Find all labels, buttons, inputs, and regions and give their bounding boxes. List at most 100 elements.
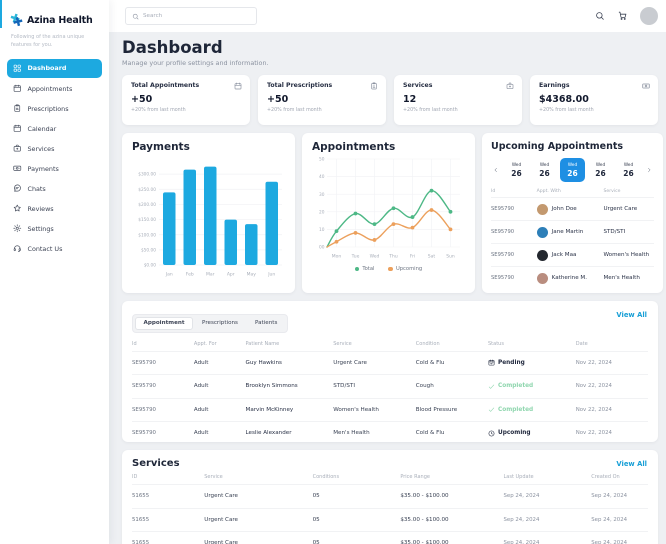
appointments-col-header: Service bbox=[333, 340, 352, 347]
search-input[interactable] bbox=[143, 13, 250, 19]
row-id: 51655 bbox=[132, 516, 150, 523]
service-row[interactable]: 51655 Urgent Care 05 $35.00 - $100.00 Sep 24… bbox=[132, 531, 648, 544]
cart-icon[interactable] bbox=[618, 11, 628, 21]
svg-text:Fri: Fri bbox=[410, 254, 415, 260]
row-appt-for: Adult bbox=[193, 430, 209, 437]
upcoming-row-name: Jack Maa bbox=[551, 252, 577, 258]
legend-dot bbox=[388, 266, 393, 272]
row-service: Women's Health bbox=[333, 406, 379, 413]
stat-card-total-prescriptions: Total Prescriptions +50 +20% from last mon… bbox=[258, 75, 386, 125]
banknote-icon bbox=[13, 164, 22, 173]
upcoming-row[interactable]: SE95790 Katherine M. Men's Health bbox=[491, 266, 654, 289]
upcoming-row-service: STD/STI bbox=[603, 229, 626, 235]
clock-icon bbox=[488, 430, 495, 437]
sidebar-item-chats[interactable]: Chats bbox=[7, 179, 102, 199]
svg-text:Sun: Sun bbox=[446, 254, 455, 260]
sidebar-item-services[interactable]: Services bbox=[7, 139, 102, 159]
appointments-col-header: Id bbox=[132, 340, 137, 347]
appointment-row[interactable]: SE95790 Adult Marvin McKinney Women's Healt… bbox=[132, 397, 648, 422]
user-avatar[interactable] bbox=[640, 7, 658, 25]
appointment-row[interactable]: SE95790 Adult Leslie Alexander Men's Health… bbox=[132, 421, 648, 445]
svg-text:$200.00: $200.00 bbox=[138, 202, 156, 208]
chevron-left-icon[interactable] bbox=[491, 161, 501, 179]
main-content: Dashboard Manage your profile settings a… bbox=[109, 32, 666, 544]
upcoming-row[interactable]: SE95790 Jane Martin STD/STI bbox=[491, 220, 654, 243]
sidebar-item-settings[interactable]: Settings bbox=[7, 219, 102, 239]
logo-text: Azina Health bbox=[27, 15, 93, 26]
status-label: Completed bbox=[498, 406, 534, 413]
check-icon bbox=[488, 383, 495, 390]
upcoming-row-id: SE95790 bbox=[491, 275, 515, 281]
stat-value: +50 bbox=[131, 94, 153, 105]
appointments-col-header: Appt. For bbox=[193, 340, 217, 347]
table-tabs: Appointment Prescriptions Patients bbox=[132, 313, 289, 333]
status-label: Completed bbox=[498, 383, 534, 390]
row-id: 51655 bbox=[132, 540, 150, 544]
appointment-row[interactable]: SE95790 Adult Brooklyn Simmons STD/STI Cough… bbox=[132, 374, 648, 398]
gear-icon bbox=[13, 224, 22, 233]
tab-appointment[interactable]: Appointment bbox=[135, 316, 194, 330]
legend-label: Total bbox=[362, 266, 375, 272]
svg-text:Mar: Mar bbox=[206, 272, 215, 278]
row-created-on: Sep 24, 2024 bbox=[591, 493, 628, 500]
appointments-chart-title: Appointments bbox=[312, 141, 396, 153]
stat-card-services: Services 12 +20% from last month bbox=[394, 75, 522, 125]
chevron-right-icon[interactable] bbox=[644, 161, 654, 179]
upcoming-row[interactable]: SE95790 John Doe Urgent Care bbox=[491, 197, 654, 220]
upcoming-row[interactable]: SE95790 Jack Maa Women's Health bbox=[491, 243, 654, 266]
row-price-range: $35.00 - $100.00 bbox=[400, 493, 449, 500]
services-col-header: Conditions bbox=[312, 474, 340, 480]
upcoming-row-name: John Doe bbox=[551, 206, 577, 212]
tab-patients[interactable]: Patients bbox=[254, 319, 278, 326]
date-chip-day: Wed bbox=[595, 162, 606, 168]
legend-item-upcoming: Upcoming bbox=[388, 266, 422, 272]
date-chip[interactable]: Wed 26 bbox=[532, 158, 557, 182]
row-patient-name: Guy Hawkins bbox=[245, 359, 282, 366]
logo[interactable]: Azina Health bbox=[0, 0, 109, 31]
service-row[interactable]: 51655 Urgent Care 05 $35.00 - $100.00 Sep 24… bbox=[132, 507, 648, 532]
date-strip: Wed 26 Wed 26 Wed 26 Wed 26 Wed 26 bbox=[491, 158, 654, 182]
sidebar-item-prescriptions[interactable]: Prescriptions bbox=[7, 99, 102, 119]
row-conditions: 05 bbox=[312, 516, 320, 523]
search-icon bbox=[132, 13, 139, 20]
date-chip[interactable]: Wed 26 bbox=[588, 158, 613, 182]
appointments-view-all-link[interactable]: View All bbox=[616, 311, 647, 319]
prescription-icon bbox=[13, 104, 22, 113]
sidebar-item-payments[interactable]: Payments bbox=[7, 159, 102, 179]
appointment-row[interactable]: SE95790 Adult Guy Hawkins Urgent Care Cold &… bbox=[132, 350, 648, 375]
appointments-line-chart: 00 10 20 30 40 50 Mon Tue Wed Thu Fri Sat Sun bbox=[319, 157, 460, 260]
calendar-check-icon bbox=[488, 359, 495, 366]
date-chip[interactable]: Wed 26 bbox=[560, 158, 585, 182]
services-view-all-link[interactable]: View All bbox=[616, 460, 647, 468]
svg-text:Feb: Feb bbox=[186, 272, 194, 278]
sidebar-item-appointments[interactable]: Appointments bbox=[7, 79, 102, 99]
service-row[interactable]: 51655 Urgent Care 05 $35.00 - $100.00 Sep 24… bbox=[132, 484, 648, 508]
sidebar-item-calendar[interactable]: Calendar bbox=[7, 119, 102, 139]
date-chip[interactable]: Wed 26 bbox=[504, 158, 529, 182]
date-chip[interactable]: Wed 26 bbox=[616, 158, 641, 182]
svg-text:20: 20 bbox=[319, 209, 325, 215]
appointments-col-header: Date bbox=[575, 340, 588, 347]
appointments-col-header: Status bbox=[488, 340, 504, 347]
row-price-range: $35.00 - $100.00 bbox=[400, 516, 449, 523]
topbar bbox=[109, 0, 666, 32]
topbar-actions bbox=[595, 0, 658, 32]
tab-prescriptions[interactable]: Prescriptions bbox=[202, 319, 238, 326]
svg-text:Jun: Jun bbox=[267, 272, 275, 278]
sidebar-item-dashboard[interactable]: Dashboard bbox=[7, 58, 102, 78]
status-badge: Upcoming bbox=[488, 430, 576, 437]
upcoming-row-name: Katherine M. bbox=[551, 275, 588, 281]
search-button-icon[interactable] bbox=[595, 11, 605, 21]
row-date: Nov 22, 2024 bbox=[575, 430, 612, 437]
legend-item-total: Total bbox=[354, 266, 375, 272]
sidebar-item-reviews[interactable]: Reviews bbox=[7, 199, 102, 219]
upcoming-row-person: Jane Martin bbox=[536, 226, 604, 238]
stat-title: Total Prescriptions bbox=[267, 82, 333, 89]
patient-avatar bbox=[536, 272, 548, 284]
row-created-on: Sep 24, 2024 bbox=[591, 540, 628, 544]
sidebar-item-contact-us[interactable]: Contact Us bbox=[7, 239, 102, 259]
row-date: Nov 22, 2024 bbox=[575, 383, 612, 390]
chat-icon bbox=[13, 184, 22, 193]
row-service: Men's Health bbox=[333, 430, 370, 437]
svg-text:$100.00: $100.00 bbox=[138, 232, 156, 238]
